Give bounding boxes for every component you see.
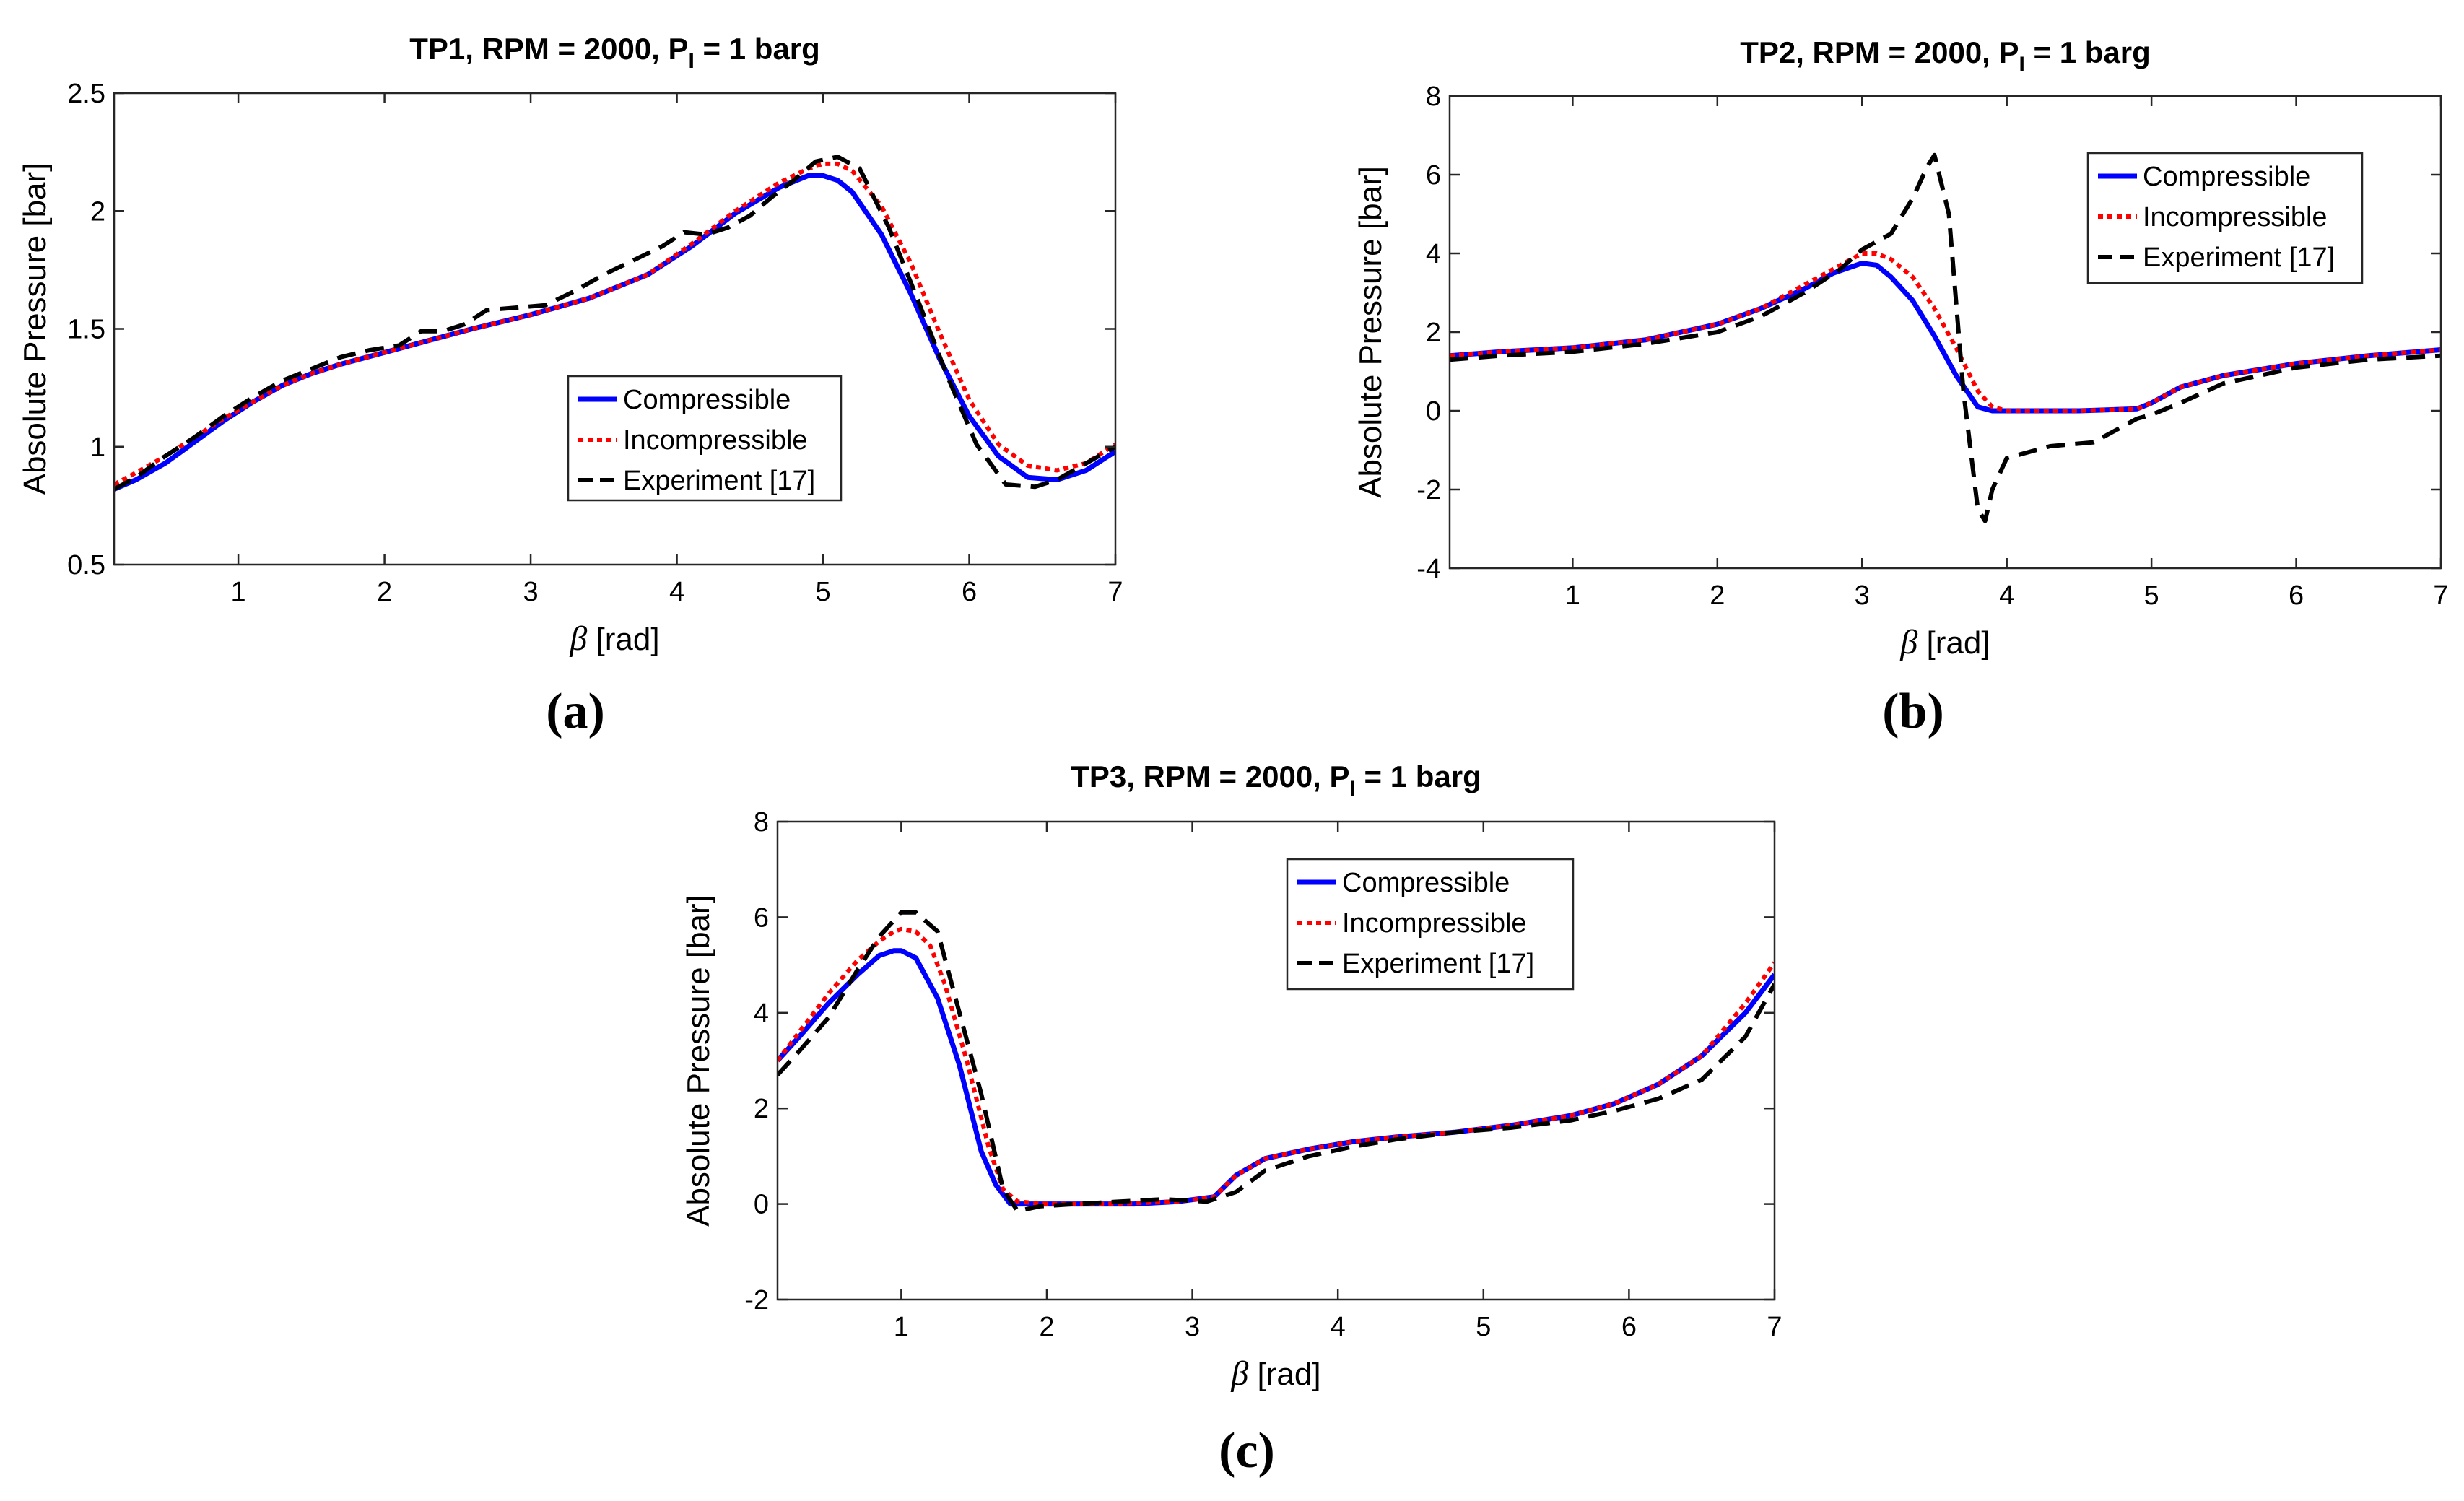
y-tick-label: 6 [1426,160,1441,191]
y-tick-label: 2 [1426,318,1441,348]
series-line-experiment-17 [114,155,1115,492]
x-axis-label-symbol: β [1899,623,1917,661]
x-tick-label: 5 [2144,580,2159,611]
y-tick-label: 8 [1426,82,1441,112]
chart-title-subscript: I [1350,777,1356,801]
chart-title-main: TP3, RPM = 2000, P [1071,760,1349,793]
panel-label-b: (b) [1882,684,1944,739]
x-tick-label: 2 [377,577,392,607]
x-tick-label: 3 [1185,1312,1200,1342]
legend-label: Experiment [17] [623,466,815,496]
series-line-incompressible [114,161,1115,487]
x-tick-label: 6 [2289,580,2304,611]
x-tick-label: 2 [1710,580,1725,611]
y-axis-label: Absolute Pressure [bar] [1353,166,1388,498]
chart-title: TP3, RPM = 2000, PI = 1 barg [1071,760,1481,801]
x-axis-label: β [rad] [569,619,659,658]
y-tick-label: -2 [1416,475,1441,505]
x-tick-label: 4 [669,577,684,607]
chart-tp3: 1 2 3 4 5 6 7 -2 0 2 4 6 8 TP3, RPM = 2000, PI = 1 ba… [681,760,1782,1393]
legend-label: Compressible [1342,868,1510,898]
legend-label: Incompressible [1342,908,1527,939]
x-tick-label: 7 [1107,577,1123,607]
y-tick-label: 0 [1426,396,1441,427]
x-tick-label: 1 [1565,580,1580,611]
chart-title-subscript: I [689,49,695,73]
y-tick-label: 1 [90,432,105,463]
plot-area [778,822,1775,1300]
legend-label: Experiment [17] [2143,243,2335,273]
series-line-incompressible [778,926,1775,1206]
x-axis-label-unit: [rad] [1917,625,1990,661]
chart-tp1: 1 2 3 4 5 6 7 0.5 1 1.5 2 2.5 TP1, RPM = 2000, PI = … [17,32,1123,658]
chart-title-tail: = 1 barg [695,32,820,66]
legend: Compressible Incompressible Experiment [17… [2086,152,2364,284]
series-group [114,155,1115,492]
chart-title: TP1, RPM = 2000, PI = 1 barg [409,32,820,73]
x-tick-label: 2 [1039,1312,1054,1342]
chart-title-tail: = 1 barg [1356,760,1481,793]
axes-box [776,820,1776,1301]
legend: Compressible Incompressible Experiment [17… [567,375,843,502]
x-axis-label: β [rad] [1230,1354,1320,1393]
y-tick-label: 0.5 [67,550,105,580]
y-tick-label: 1.5 [67,315,105,345]
chart-title: TP2, RPM = 2000, PI = 1 barg [1740,35,2151,77]
y-axis-label: Absolute Pressure [bar] [681,895,716,1227]
chart-title-subscript: I [2019,53,2025,77]
y-axis-label: Absolute Pressure [bar] [17,163,53,495]
x-tick-label: 4 [1999,580,2014,611]
series-line-experiment-17 [778,910,1775,1214]
chart-tp2: 1 2 3 4 5 6 7 -4 -2 0 2 4 6 8 TP2, RPM = 2000, PI = 1 … [1353,35,2449,661]
legend-label: Experiment [17] [1342,949,1534,979]
series-line-experiment-17 [1450,152,2441,523]
x-tick-label: 1 [231,577,246,607]
y-tick-label: 4 [754,999,769,1029]
series-group [1450,152,2441,523]
chart-title-main: TP2, RPM = 2000, P [1740,35,2019,69]
y-tick-label: 2 [90,196,105,227]
y-tick-label: 6 [754,902,769,933]
legend-label: Incompressible [2143,202,2328,232]
x-tick-label: 3 [1855,580,1870,611]
x-tick-label: 7 [1767,1312,1782,1342]
x-tick-label: 5 [1476,1312,1491,1342]
chart-title-main: TP1, RPM = 2000, P [409,32,688,66]
x-axis-label-unit: [rad] [587,622,659,657]
x-tick-label: 5 [815,577,830,607]
series-group [778,910,1775,1214]
x-tick-label: 1 [894,1312,909,1342]
legend-label: Compressible [2143,162,2310,192]
y-tick-label: 0 [754,1190,769,1220]
x-tick-label: 6 [962,577,977,607]
y-tick-label: 2.5 [67,79,105,109]
x-axis-label-unit: [rad] [1248,1357,1320,1392]
x-tick-label: 3 [523,577,539,607]
y-tick-label: -2 [744,1285,769,1315]
y-tick-label: -4 [1416,554,1441,584]
chart-title-tail: = 1 barg [2025,35,2151,69]
y-tick-label: 8 [754,807,769,837]
x-axis-label-symbol: β [1230,1354,1248,1393]
x-axis-label-symbol: β [569,619,587,658]
legend-label: Incompressible [623,425,808,456]
x-tick-label: 7 [2433,580,2448,611]
panel-label-c: (c) [1219,1423,1275,1479]
y-tick-label: 2 [754,1094,769,1124]
legend-label: Compressible [623,385,791,415]
x-tick-label: 6 [1621,1312,1637,1342]
x-axis-label: β [rad] [1899,623,1990,661]
x-tick-label: 4 [1331,1312,1346,1342]
series-line-incompressible [1450,251,2441,413]
legend: Compressible Incompressible Experiment [17… [1286,858,1575,991]
panel-label-a: (a) [546,684,605,739]
y-tick-label: 4 [1426,239,1441,269]
